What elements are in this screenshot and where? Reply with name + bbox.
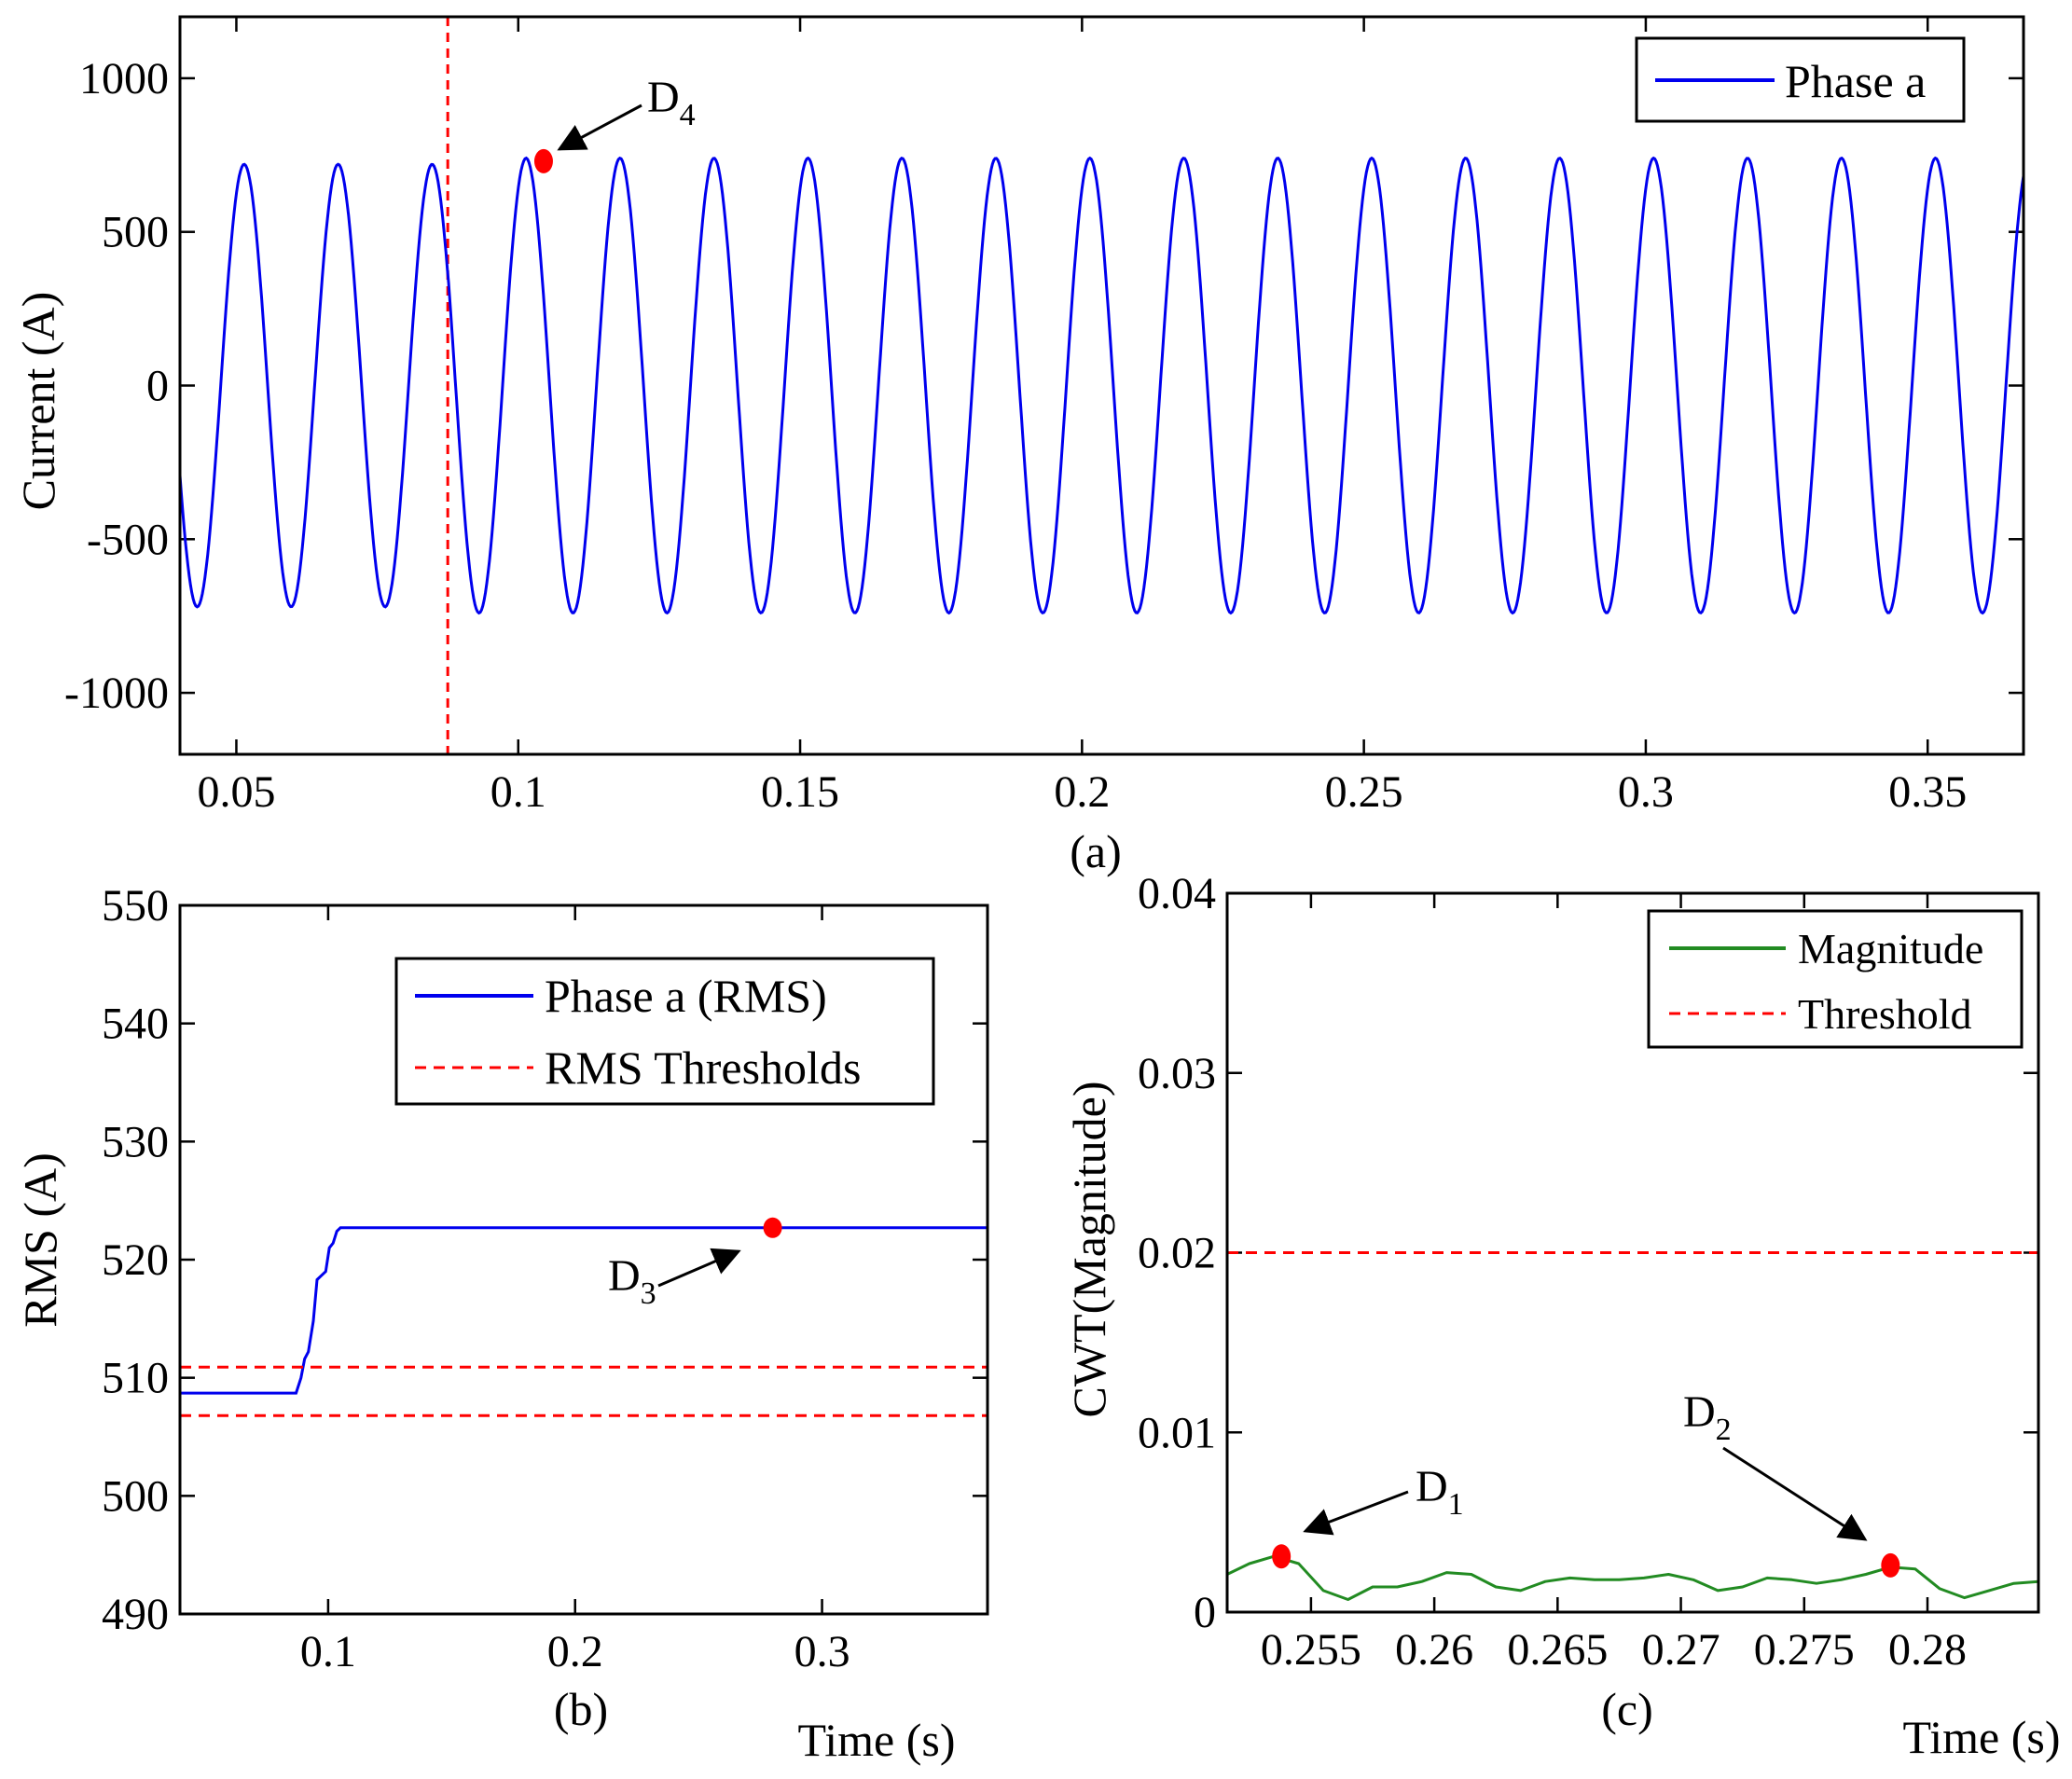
panel-c-plot-frame (1225, 891, 2040, 1614)
panel-b-legend: Phase a (RMS) RMS Thresholds (394, 957, 935, 1106)
y-tick-label: 0.01 (1138, 1408, 1216, 1457)
panel-a-markers (533, 148, 553, 173)
panel-c-legend: Magnitude Threshold (1647, 909, 2024, 1049)
annotation-d2-letter: D (1683, 1387, 1716, 1437)
panel-c-ylabel: CWT(Magnitude) (1063, 1081, 1115, 1417)
x-tick-label: 0.1 (300, 1627, 356, 1676)
y-tick-label: 0 (146, 362, 169, 411)
x-tick-label: 0.25 (1325, 767, 1403, 817)
panel-c-series (1226, 1251, 2039, 1601)
panel-c-ticks: 0.255 0.26 0.265 0.27 0.275 0.28 0 0.01 0.02 0.03… (1138, 869, 2038, 1675)
cwt-magnitude-line (1226, 1554, 2039, 1601)
annotation-d2-arrow (1722, 1446, 1868, 1541)
x-tick-label: 0.27 (1642, 1625, 1720, 1675)
y-tick-label: 1000 (79, 54, 169, 103)
panel-c-legend-label-threshold: Threshold (1798, 990, 1972, 1038)
panel-a-ticks: 0.05 0.1 0.15 0.2 0.25 0.3 0.35 -1000 -500 0 500 10… (64, 17, 2024, 817)
annotation-d1-subscript: 1 (1448, 1487, 1464, 1522)
x-tick-label: 0.275 (1754, 1625, 1855, 1675)
panel-c-legend-label-magnitude: Magnitude (1798, 925, 1983, 972)
y-tick-label: 490 (102, 1590, 169, 1639)
panel-b-markers (763, 1217, 782, 1238)
y-tick-label: 500 (102, 208, 169, 257)
x-tick-label: 0.3 (794, 1627, 850, 1676)
panel-a-label: (a) (1070, 825, 1122, 877)
panel-b-label: (b) (554, 1683, 608, 1735)
annotation-d4-arrow (557, 103, 642, 151)
annotation-d3-letter: D (608, 1251, 641, 1301)
annotation-d1-label: D1 (1416, 1462, 1464, 1522)
panel-b-legend-label-phase-a-rms: Phase a (RMS) (545, 970, 827, 1022)
panel-c-label: (c) (1601, 1683, 1653, 1735)
y-tick-label: -1000 (64, 669, 169, 718)
panel-b-series (180, 1226, 988, 1417)
y-tick-label: 520 (102, 1235, 169, 1285)
panel-a-legend: Phase a (1635, 36, 1966, 123)
annotation-d3-arrow (657, 1248, 741, 1288)
panel-b-plot-frame (178, 903, 989, 1616)
y-tick-label: 510 (102, 1354, 169, 1403)
panel-c-markers (1272, 1544, 1900, 1578)
x-tick-label: 0.3 (1618, 767, 1674, 817)
x-tick-label: 0.1 (490, 767, 546, 817)
panel-a-current-plot: Current (A) 0.05 0.1 0.15 0.2 0.25 0.3 0.35 -10… (12, 15, 2025, 877)
annotation-d4-label: D4 (647, 73, 696, 132)
panel-a-legend-label-phase-a: Phase a (1785, 55, 1926, 107)
x-tick-label: 0.26 (1395, 1625, 1473, 1675)
phase-a-rms-line (180, 1226, 988, 1395)
panel-b-xlabel: Time (s) (797, 1714, 955, 1766)
x-tick-label: 0.265 (1507, 1625, 1608, 1675)
panel-a-series (178, 156, 2025, 615)
x-tick-label: 0.2 (1054, 767, 1110, 817)
y-tick-label: 500 (102, 1471, 169, 1521)
annotation-d1-letter: D (1416, 1462, 1448, 1511)
y-tick-label: 530 (102, 1117, 169, 1166)
x-tick-label: 0.15 (761, 767, 839, 817)
panel-b-legend-box (394, 957, 935, 1106)
detection-marker-d1 (1272, 1544, 1292, 1569)
panel-c-legend-box (1647, 909, 2024, 1049)
x-tick-label: 0.2 (547, 1627, 603, 1676)
panel-a-plot-frame (178, 15, 2025, 756)
annotation-d3-subscript: 3 (641, 1276, 656, 1311)
y-tick-label: 550 (102, 881, 169, 931)
x-tick-label: 0.05 (197, 767, 275, 817)
panel-b-ticks: 0.1 0.2 0.3 490 500 510 520 530 540 550 (102, 881, 988, 1676)
x-tick-label: 0.35 (1888, 767, 1967, 817)
phase-a-current-line (178, 156, 2025, 615)
detection-marker-d3 (763, 1217, 782, 1238)
annotation-d2-subscript: 2 (1716, 1413, 1732, 1447)
panel-c-xlabel: Time (s) (1902, 1711, 2060, 1763)
annotation-d4-subscript: 4 (680, 98, 696, 132)
panel-b-ylabel: RMS (A) (14, 1152, 66, 1328)
annotation-d1-arrow (1303, 1490, 1409, 1536)
annotation-d3-label: D3 (608, 1251, 656, 1311)
annotation-d2-label: D2 (1683, 1387, 1732, 1447)
panel-c-cwt-plot: CWT(Magnitude) 0.255 0.26 0.265 0.27 0.275 0.… (1063, 869, 2061, 1763)
y-tick-label: 0.04 (1138, 869, 1216, 918)
x-tick-label: 0.255 (1261, 1625, 1361, 1675)
detection-marker-d2 (1881, 1552, 1900, 1578)
y-tick-label: 0 (1194, 1588, 1216, 1637)
y-tick-label: -500 (87, 515, 169, 564)
annotation-d4-letter: D (647, 73, 680, 122)
panel-b-rms-plot: RMS (A) 0.1 0.2 0.3 490 500 510 520 530 540 550 D… (14, 881, 989, 1766)
detection-marker-d4 (533, 148, 553, 173)
x-tick-label: 0.28 (1888, 1625, 1967, 1675)
y-tick-label: 0.02 (1138, 1229, 1216, 1278)
panel-b-legend-label-rms-thresholds: RMS Thresholds (545, 1041, 861, 1094)
y-tick-label: 540 (102, 1000, 169, 1049)
panel-a-ylabel: Current (A) (12, 292, 64, 511)
y-tick-label: 0.03 (1138, 1049, 1216, 1098)
